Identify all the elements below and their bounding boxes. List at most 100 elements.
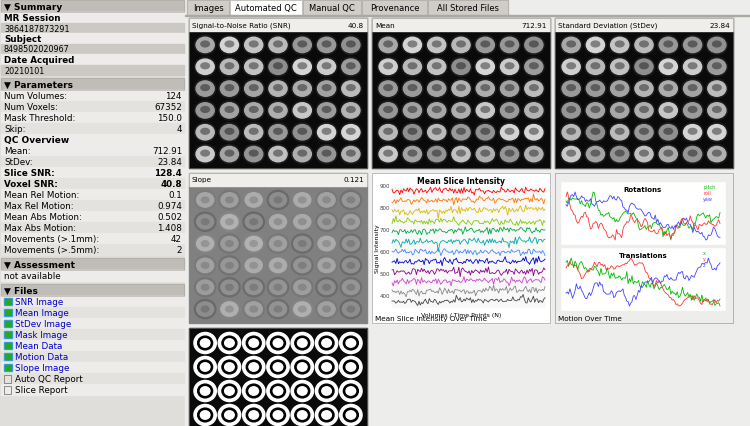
Ellipse shape — [683, 104, 702, 119]
Ellipse shape — [292, 256, 313, 275]
Ellipse shape — [682, 58, 703, 77]
Ellipse shape — [562, 60, 580, 75]
Text: 42: 42 — [171, 234, 182, 243]
Ellipse shape — [322, 339, 332, 348]
Ellipse shape — [524, 80, 544, 99]
Ellipse shape — [452, 125, 470, 141]
Text: roll: roll — [703, 190, 711, 196]
Ellipse shape — [242, 333, 265, 354]
Text: 712.91: 712.91 — [522, 23, 547, 29]
Ellipse shape — [524, 124, 544, 143]
Ellipse shape — [585, 36, 606, 55]
Ellipse shape — [682, 124, 703, 143]
Ellipse shape — [317, 104, 336, 119]
Text: Mean Data: Mean Data — [15, 341, 62, 350]
Ellipse shape — [635, 60, 653, 75]
Ellipse shape — [294, 302, 310, 317]
Ellipse shape — [246, 337, 261, 350]
Ellipse shape — [202, 198, 209, 203]
Ellipse shape — [196, 60, 214, 75]
Ellipse shape — [346, 411, 355, 419]
Ellipse shape — [274, 86, 282, 91]
Ellipse shape — [244, 60, 262, 75]
Ellipse shape — [586, 147, 604, 162]
Ellipse shape — [202, 241, 209, 247]
Ellipse shape — [271, 384, 286, 398]
Bar — [1, 135, 184, 146]
Ellipse shape — [202, 263, 209, 269]
Ellipse shape — [346, 363, 355, 371]
Ellipse shape — [196, 280, 214, 295]
Ellipse shape — [475, 36, 496, 55]
Text: 0.121: 0.121 — [344, 177, 364, 183]
Bar — [4, 364, 12, 371]
Ellipse shape — [219, 101, 240, 121]
Ellipse shape — [274, 219, 282, 225]
Ellipse shape — [712, 107, 722, 113]
Ellipse shape — [292, 213, 313, 232]
Ellipse shape — [340, 145, 362, 164]
Ellipse shape — [202, 306, 209, 312]
Ellipse shape — [450, 101, 472, 121]
Ellipse shape — [688, 151, 697, 157]
Ellipse shape — [708, 147, 726, 162]
Text: ▼ Summary: ▼ Summary — [4, 3, 62, 12]
Ellipse shape — [322, 241, 330, 247]
Ellipse shape — [433, 151, 441, 157]
Bar — [1, 1, 184, 13]
Ellipse shape — [664, 86, 673, 91]
Ellipse shape — [243, 36, 265, 55]
Ellipse shape — [340, 101, 362, 121]
Ellipse shape — [530, 64, 538, 69]
Ellipse shape — [269, 280, 286, 295]
Ellipse shape — [194, 213, 216, 232]
Ellipse shape — [200, 339, 210, 348]
Ellipse shape — [196, 82, 214, 97]
Ellipse shape — [194, 80, 216, 99]
Text: Rotations: Rotations — [624, 187, 662, 193]
Ellipse shape — [560, 101, 582, 121]
Ellipse shape — [408, 151, 417, 157]
Ellipse shape — [379, 60, 398, 75]
Ellipse shape — [267, 101, 289, 121]
Text: Voxel SNR:: Voxel SNR: — [4, 180, 58, 189]
Bar — [189, 19, 367, 169]
Text: not available: not available — [4, 271, 61, 280]
Ellipse shape — [219, 145, 240, 164]
Ellipse shape — [198, 408, 212, 422]
Text: 600: 600 — [380, 250, 390, 255]
Ellipse shape — [298, 151, 307, 157]
Ellipse shape — [567, 129, 575, 135]
Ellipse shape — [194, 333, 216, 354]
Ellipse shape — [271, 408, 286, 422]
Ellipse shape — [562, 38, 580, 54]
Ellipse shape — [560, 58, 582, 77]
Ellipse shape — [196, 125, 214, 141]
Ellipse shape — [219, 124, 240, 143]
Ellipse shape — [246, 360, 261, 374]
Bar — [1, 259, 184, 271]
Ellipse shape — [269, 259, 286, 273]
Ellipse shape — [712, 86, 722, 91]
Ellipse shape — [267, 145, 289, 164]
Text: StDev Image: StDev Image — [15, 319, 71, 328]
Ellipse shape — [221, 215, 238, 230]
Ellipse shape — [586, 82, 604, 97]
Bar — [189, 173, 367, 323]
Ellipse shape — [196, 259, 214, 273]
Text: 4: 4 — [176, 125, 182, 134]
Ellipse shape — [292, 145, 313, 164]
Ellipse shape — [274, 107, 282, 113]
Ellipse shape — [457, 151, 465, 157]
Ellipse shape — [506, 151, 514, 157]
Bar — [1, 79, 184, 91]
Ellipse shape — [426, 58, 448, 77]
Ellipse shape — [219, 80, 240, 99]
Ellipse shape — [664, 151, 673, 157]
Bar — [5, 332, 11, 337]
Ellipse shape — [243, 58, 265, 77]
Ellipse shape — [635, 38, 653, 54]
Ellipse shape — [292, 124, 313, 143]
Text: Automated QC: Automated QC — [236, 4, 297, 13]
Ellipse shape — [450, 145, 472, 164]
